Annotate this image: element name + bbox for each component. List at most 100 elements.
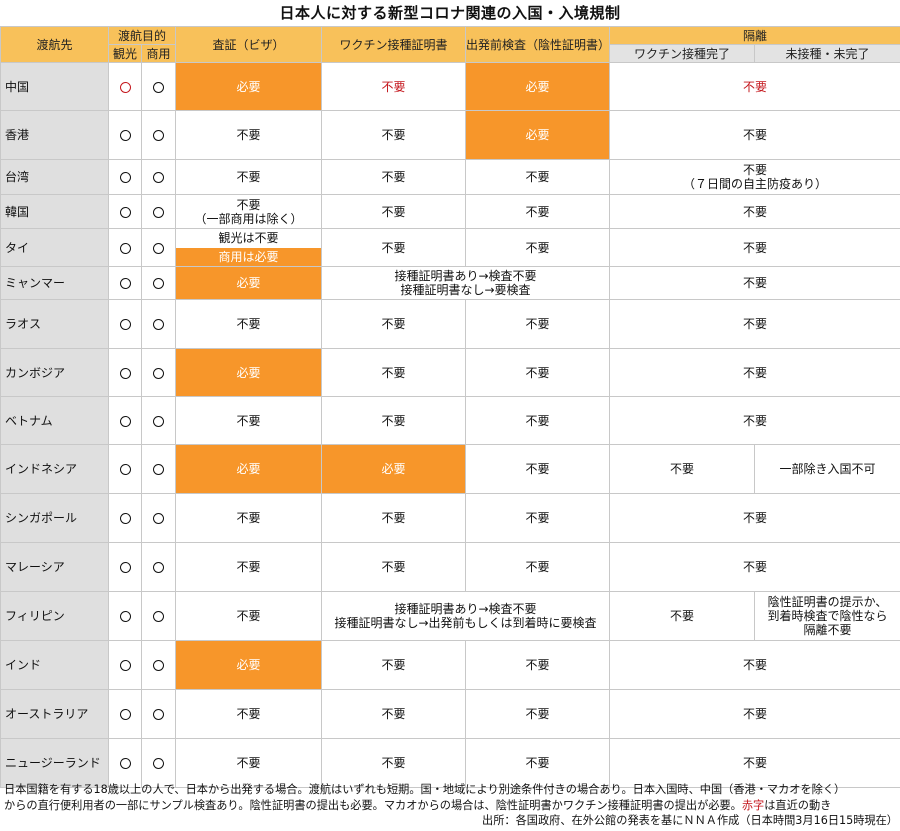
tourism-mark — [108, 110, 142, 160]
business-mark — [140, 396, 177, 445]
circle-icon — [119, 758, 131, 769]
quarantine-cell: 不要 — [609, 194, 900, 229]
visa-cell: 不要 （一部商用は除く） — [175, 194, 323, 229]
circle-icon — [153, 709, 164, 720]
row-dest: タイ — [0, 228, 109, 267]
business-mark — [140, 738, 177, 788]
circle-icon — [119, 464, 131, 475]
quarantine-cell: 不要 — [609, 110, 900, 160]
tourism-mark — [108, 542, 142, 592]
visa-cell: 必要 — [175, 266, 323, 300]
regulation-table: 渡航先 渡航目的 査証（ビザ） ワクチン接種証明書 出発前検査（陰性証明書） 隔… — [0, 26, 900, 788]
vaccine-pretest-cell: 接種証明書あり→検査不要 接種証明書なし→出発前もしくは到着時に要検査 — [321, 591, 611, 641]
visa-cell: 不要 — [175, 591, 323, 641]
business-mark — [140, 591, 177, 641]
business-mark — [140, 493, 177, 543]
business-mark — [140, 266, 177, 300]
visa-cell: 必要 — [175, 62, 323, 111]
vaccine-cell: 不要 — [321, 299, 467, 349]
business-mark — [140, 62, 177, 111]
pretest-cell: 不要 — [465, 228, 611, 267]
tourism-mark — [108, 348, 142, 397]
header-vaccine-cert: ワクチン接種証明書 — [321, 26, 467, 63]
vaccine-cell: 必要 — [321, 444, 467, 494]
circle-icon — [119, 611, 131, 622]
business-mark — [140, 159, 177, 195]
visa-cell: 必要 — [175, 348, 323, 397]
circle-icon — [119, 367, 131, 379]
visa-cell: 不要 — [175, 110, 323, 160]
vaccine-cell: 不要 — [321, 542, 467, 592]
row-dest: フィリピン — [0, 591, 109, 641]
row-dest: カンボジア — [0, 348, 109, 397]
row-dest: 韓国 — [0, 194, 109, 229]
row-dest: インド — [0, 640, 109, 690]
pretest-cell: 不要 — [465, 159, 611, 195]
quarantine-cell: 不要 — [609, 396, 900, 445]
circle-icon — [119, 562, 131, 573]
vaccine-cell: 不要 — [321, 689, 467, 739]
visa-cell: 不要 — [175, 159, 323, 195]
header-visa: 査証（ビザ） — [175, 26, 323, 63]
circle-icon — [119, 206, 131, 218]
circle-icon — [119, 415, 131, 427]
row-dest: オーストラリア — [0, 689, 109, 739]
circle-icon — [153, 319, 164, 330]
footnote-line-1: 日本国籍を有する18歳以上の人で、日本から出発する場合。渡航はいずれも短期。国・… — [4, 783, 846, 796]
quarantine-cell: 不要 — [609, 266, 900, 300]
quarantine-done-cell: 不要 — [609, 444, 756, 494]
pretest-cell: 必要 — [465, 62, 611, 111]
row-dest: シンガポール — [0, 493, 109, 543]
tourism-mark — [108, 640, 142, 690]
vaccine-cell: 不要 — [321, 110, 467, 160]
vaccine-cell: 不要 — [321, 738, 467, 788]
circle-icon — [119, 319, 131, 330]
visa-cell: 不要 — [175, 738, 323, 788]
red-text-legend: 赤字 — [741, 798, 765, 812]
circle-icon — [153, 513, 164, 524]
visa-cell: 不要 — [175, 396, 323, 445]
row-dest: ラオス — [0, 299, 109, 349]
circle-icon — [153, 172, 164, 183]
vaccine-cell: 不要 — [321, 159, 467, 195]
vaccine-cell: 不要 — [321, 228, 467, 267]
circle-icon — [153, 415, 164, 427]
quarantine-cell: 不要 — [609, 640, 900, 690]
circle-icon — [119, 513, 131, 524]
business-mark — [140, 228, 177, 267]
pretest-cell: 不要 — [465, 444, 611, 494]
visa-cell: 必要 — [175, 444, 323, 494]
business-mark — [140, 299, 177, 349]
business-mark — [140, 194, 177, 229]
vaccine-cell: 不要 — [321, 348, 467, 397]
circle-icon — [119, 172, 131, 183]
pretest-cell: 不要 — [465, 396, 611, 445]
quarantine-done-cell: 不要 — [609, 591, 756, 641]
pretest-cell: 不要 — [465, 299, 611, 349]
tourism-mark — [108, 444, 142, 494]
footnote: 日本国籍を有する18歳以上の人で、日本から出発する場合。渡航はいずれも短期。国・… — [4, 782, 898, 829]
vaccine-cell: 不要 — [321, 640, 467, 690]
circle-icon — [153, 367, 164, 379]
tourism-mark — [108, 194, 142, 229]
pretest-cell: 不要 — [465, 640, 611, 690]
vaccine-cell: 不要 — [321, 62, 467, 111]
vaccine-cell: 不要 — [321, 194, 467, 229]
row-dest: 中国 — [0, 62, 109, 111]
circle-icon — [119, 130, 131, 141]
row-dest: ベトナム — [0, 396, 109, 445]
quarantine-cell: 不要 — [609, 542, 900, 592]
visa-cell: 不要 — [175, 689, 323, 739]
circle-icon — [119, 709, 131, 720]
row-dest: ミャンマー — [0, 266, 109, 300]
header-quarantine-not: 未接種・未完了 — [754, 44, 900, 63]
circle-icon — [119, 278, 131, 289]
header-purpose: 渡航目的 — [107, 26, 177, 45]
header-pretest: 出発前検査（陰性証明書） — [465, 26, 611, 63]
quarantine-cell: 不要 — [609, 738, 900, 788]
circle-icon — [153, 758, 164, 769]
tourism-mark — [108, 266, 142, 300]
tourism-mark — [108, 591, 142, 641]
circle-icon — [153, 562, 164, 573]
header-quarantine: 隔離 — [609, 26, 900, 45]
